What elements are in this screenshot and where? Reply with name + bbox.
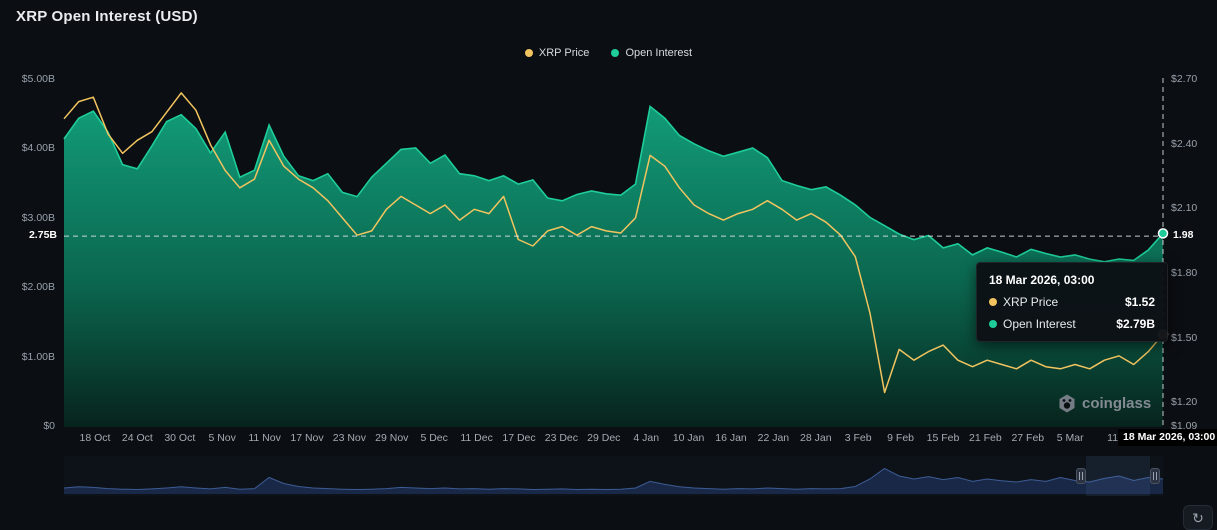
x-axis-tick: 17 Dec [502,432,536,444]
right-axis-tick: $1.50 [1171,331,1198,344]
tooltip-value-price: $1.52 [1124,295,1155,309]
tooltip-value-oi: $2.79B [1116,317,1155,331]
legend-marker-price-icon [524,49,533,57]
x-axis-tick: 28 Jan [800,432,832,444]
x-axis-tick: 23 Dec [544,432,579,444]
right-axis-tick: $2.40 [1171,137,1198,150]
x-axis-tick: 11 [1107,432,1119,444]
legend-marker-oi-icon [611,49,620,57]
x-axis-tick: 11 Nov [248,432,281,444]
price-oi-chart-svg[interactable] [0,0,1217,455]
left-axis-tick: $3.00B [21,211,55,224]
right-axis-tick: $1.20 [1171,396,1198,409]
crosshair-left-label: 2.75B [8,229,59,242]
left-axis-tick: $5.00B [21,73,55,85]
x-axis-tick: 27 Feb [1011,432,1045,444]
refresh-button[interactable]: ↻ [1183,505,1213,530]
legend-label-oi: Open Interest [625,47,693,59]
navigator-mini-chart[interactable] [64,456,1163,496]
tooltip-label-price: XRP Price [1003,295,1059,309]
x-axis-tick: 30 Oct [164,432,196,444]
crosshair-x-label: 18 Mar 2026, 03:00 [1118,429,1217,446]
legend-item-open-interest[interactable]: Open Interest [611,47,692,59]
coinglass-logo-icon [1059,394,1075,413]
watermark-text: coinglass [1082,395,1152,412]
x-axis-tick: 3 Feb [844,432,872,444]
x-axis-tick: 16 Jan [715,432,747,444]
x-axis-tick: 15 Feb [926,432,960,444]
tooltip-row-price: XRP Price $1.52 [989,295,1155,309]
navigator-left-handle-icon[interactable] [1076,468,1086,484]
coinglass-watermark: coinglass [1058,394,1151,413]
crosshair-right-label: 1.98 [1171,229,1196,242]
left-axis-tick: $0 [43,420,55,432]
x-axis-tick: 24 Oct [121,432,153,444]
tooltip-dot-price-icon [989,298,997,306]
x-axis-tick: 29 Dec [587,432,621,444]
right-axis-tick: $2.70 [1171,73,1198,85]
tooltip-title: 18 Mar 2026, 03:00 [989,273,1095,287]
navigator-right-handle-icon[interactable] [1150,468,1160,484]
x-axis-tick: 5 Nov [208,432,236,444]
x-axis-tick: 9 Feb [887,432,915,444]
x-axis-tick: 23 Nov [332,432,367,444]
x-axis-tick: 18 Oct [79,432,111,444]
tooltip-label-oi: Open Interest [1003,317,1076,331]
x-axis-tick: 5 Mar [1056,432,1084,444]
legend-item-xrp-price[interactable]: XRP Price [524,47,590,59]
refresh-icon: ↻ [1192,509,1204,526]
x-axis-tick: 4 Jan [633,432,660,444]
range-navigator[interactable] [64,456,1163,496]
x-axis-tick: 11 Dec [460,432,493,444]
tooltip-dot-oi-icon [989,320,997,328]
x-axis-tick: 17 Nov [290,432,324,444]
x-axis-tick: 21 Feb [969,432,1002,444]
navigator-selected-range[interactable] [1086,456,1150,496]
x-axis-tick: 10 Jan [672,432,705,444]
left-axis-tick: $2.00B [21,281,55,294]
x-axis-tick: 5 Dec [420,432,448,444]
right-axis-tick: $1.80 [1171,266,1198,279]
page-title: XRP Open Interest (USD) [16,8,198,25]
right-axis-tick: $2.10 [1171,202,1198,215]
tooltip-row-oi: Open Interest $2.79B [989,317,1155,331]
chart-legend: XRP Price Open Interest [0,47,1217,59]
legend-label-price: XRP Price [538,47,590,59]
left-axis-tick: $1.00B [21,350,55,363]
x-axis-tick: 22 Jan [757,432,790,444]
left-axis-tick: $4.00B [21,142,55,155]
x-axis-tick: 29 Nov [375,432,409,444]
tooltip: 18 Mar 2026, 03:00 XRP Price $1.52 Open … [976,262,1168,342]
